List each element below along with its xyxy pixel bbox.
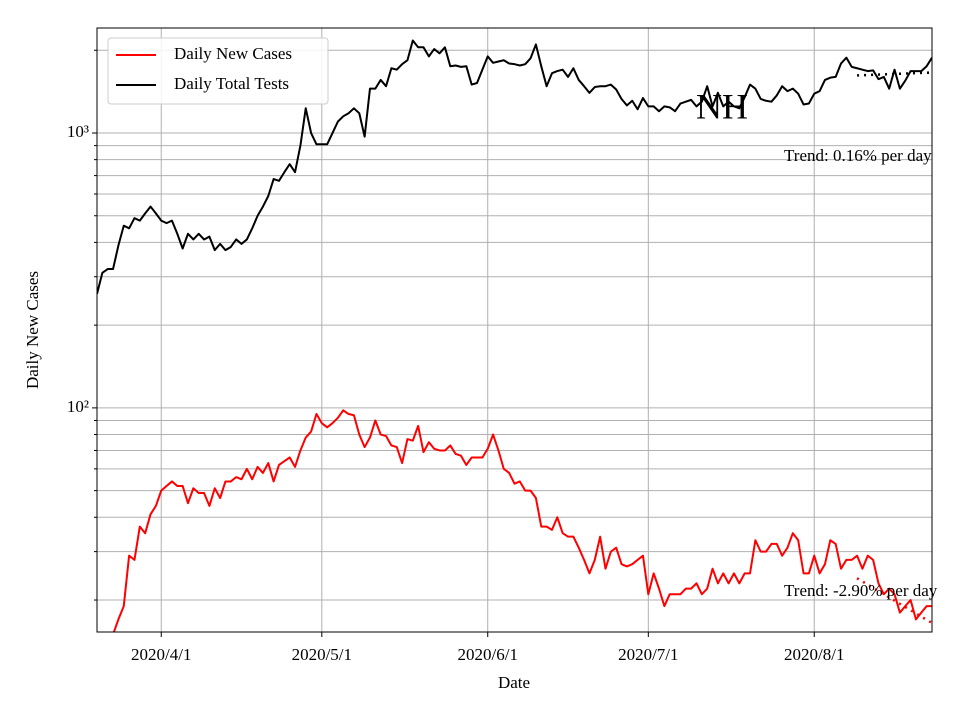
x-tick-label: 2020/8/1 (784, 645, 844, 664)
x-tick-label: 2020/5/1 (292, 645, 352, 664)
data-line (97, 39, 932, 295)
overlay: 2020/4/1 2020/5/1 2020/6/1 2020/7/1 2020/8/1… (67, 37, 938, 664)
x-tick-label: 2020/6/1 (458, 645, 518, 664)
trend-line (856, 577, 932, 625)
x-tick-label: 2020/7/1 (618, 645, 678, 664)
trend-annotation: Trend: -2.90% per day (784, 581, 938, 600)
legend-box (107, 37, 329, 105)
plot-area (97, 39, 932, 632)
x-tick-label: 2020/4/1 (131, 645, 191, 664)
legend-label: Daily New Cases (174, 44, 292, 63)
trend-annotation: Trend: 0.16% per day (784, 146, 932, 165)
legend-label: Daily Total Tests (174, 74, 289, 93)
grid (97, 28, 932, 632)
y-tick-label: 10² (67, 397, 89, 416)
y-axis-label: Daily New Cases (23, 271, 42, 389)
chart-title: NH (696, 86, 748, 126)
y-tick-label: 10³ (67, 122, 89, 141)
x-axis-label: Date (498, 673, 530, 692)
data-line (112, 409, 932, 632)
axes-frame (96, 27, 933, 633)
